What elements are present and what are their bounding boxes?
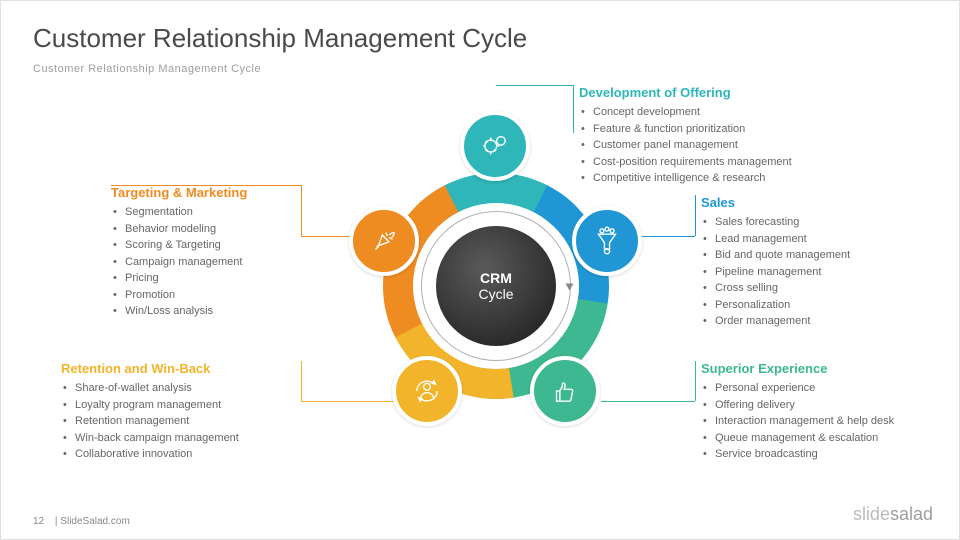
callout-heading: Retention and Win-Back <box>61 361 311 376</box>
callout-item: Bid and quote management <box>703 247 931 264</box>
callout-item: Customer panel management <box>581 137 839 154</box>
callout-item: Offering delivery <box>703 397 941 414</box>
page-title: Customer Relationship Management Cycle <box>33 23 527 54</box>
page-subtitle: Customer Relationship Management Cycle <box>33 63 261 75</box>
callout-list: Personal experienceOffering deliveryInte… <box>703 380 941 463</box>
brand-logo: slidesalad <box>853 504 933 525</box>
callout-item: Cross selling <box>703 280 931 297</box>
callout-targeting: Targeting & Marketing SegmentationBehavio… <box>111 185 331 320</box>
callout-item: Competitive intelligence & research <box>581 170 839 187</box>
center-label-1: CRM <box>480 270 512 286</box>
callout-list: SegmentationBehavior modelingScoring & T… <box>113 204 331 320</box>
brand-part2: salad <box>890 504 933 524</box>
node-targeting-icon <box>349 206 419 276</box>
lead-exp-v <box>695 361 696 401</box>
callout-item: Collaborative innovation <box>63 446 311 463</box>
callout-item: Lead management <box>703 231 931 248</box>
callout-item: Campaign management <box>113 254 331 271</box>
callout-heading: Sales <box>701 195 931 210</box>
center-label-2: Cycle <box>478 286 513 302</box>
lead-exp <box>601 401 695 402</box>
callout-item: Personalization <box>703 297 931 314</box>
callout-item: Win/Loss analysis <box>113 303 331 320</box>
callout-item: Pricing <box>113 270 331 287</box>
brand-part1: slide <box>853 504 890 524</box>
callout-item: Interaction management & help desk <box>703 413 941 430</box>
callout-item: Promotion <box>113 287 331 304</box>
callout-item: Retention management <box>63 413 311 430</box>
callout-item: Scoring & Targeting <box>113 237 331 254</box>
callout-item: Personal experience <box>703 380 941 397</box>
lead-tgt-v <box>301 185 302 236</box>
lead-dev-h <box>496 85 574 86</box>
callout-list: Sales forecastingLead managementBid and … <box>703 214 931 330</box>
callout-heading: Superior Experience <box>701 361 941 376</box>
callout-item: Queue management & escalation <box>703 430 941 447</box>
lead-tgt-h2 <box>111 185 301 186</box>
footer-source: SlideSalad.com <box>60 516 129 527</box>
lead-tgt <box>301 236 355 237</box>
callout-item: Feature & function prioritization <box>581 121 839 138</box>
node-sales-icon <box>572 206 642 276</box>
callout-item: Win-back campaign management <box>63 430 311 447</box>
node-retention-icon <box>392 356 462 426</box>
callout-item: Behavior modeling <box>113 221 331 238</box>
callout-development: Development of Offering Concept developme… <box>579 85 839 187</box>
callout-item: Concept development <box>581 104 839 121</box>
callout-item: Cost-position requirements management <box>581 154 839 171</box>
footer: 12 | SlideSalad.com <box>33 516 130 527</box>
center-core: CRM Cycle <box>436 226 556 346</box>
callout-item: Segmentation <box>113 204 331 221</box>
lead-ret <box>301 401 395 402</box>
page-number: 12 <box>33 516 44 527</box>
callout-item: Service broadcasting <box>703 446 941 463</box>
callout-item: Loyalty program management <box>63 397 311 414</box>
callout-list: Share-of-wallet analysisLoyalty program … <box>63 380 311 463</box>
lead-ret-v <box>301 361 302 401</box>
callout-sales: Sales Sales forecastingLead managementBid… <box>701 195 931 330</box>
lead-sales <box>641 236 695 237</box>
node-development-icon <box>460 111 530 181</box>
callout-experience: Superior Experience Personal experienceOf… <box>701 361 941 463</box>
callout-heading: Development of Offering <box>579 85 839 100</box>
callout-item: Pipeline management <box>703 264 931 281</box>
callout-retention: Retention and Win-Back Share-of-wallet an… <box>61 361 311 463</box>
callout-item: Share-of-wallet analysis <box>63 380 311 397</box>
callout-heading: Targeting & Marketing <box>111 185 331 200</box>
callout-item: Sales forecasting <box>703 214 931 231</box>
callout-list: Concept developmentFeature & function pr… <box>581 104 839 187</box>
lead-dev <box>573 85 574 133</box>
lead-sales-v <box>695 195 696 236</box>
callout-item: Order management <box>703 313 931 330</box>
node-experience-icon <box>530 356 600 426</box>
